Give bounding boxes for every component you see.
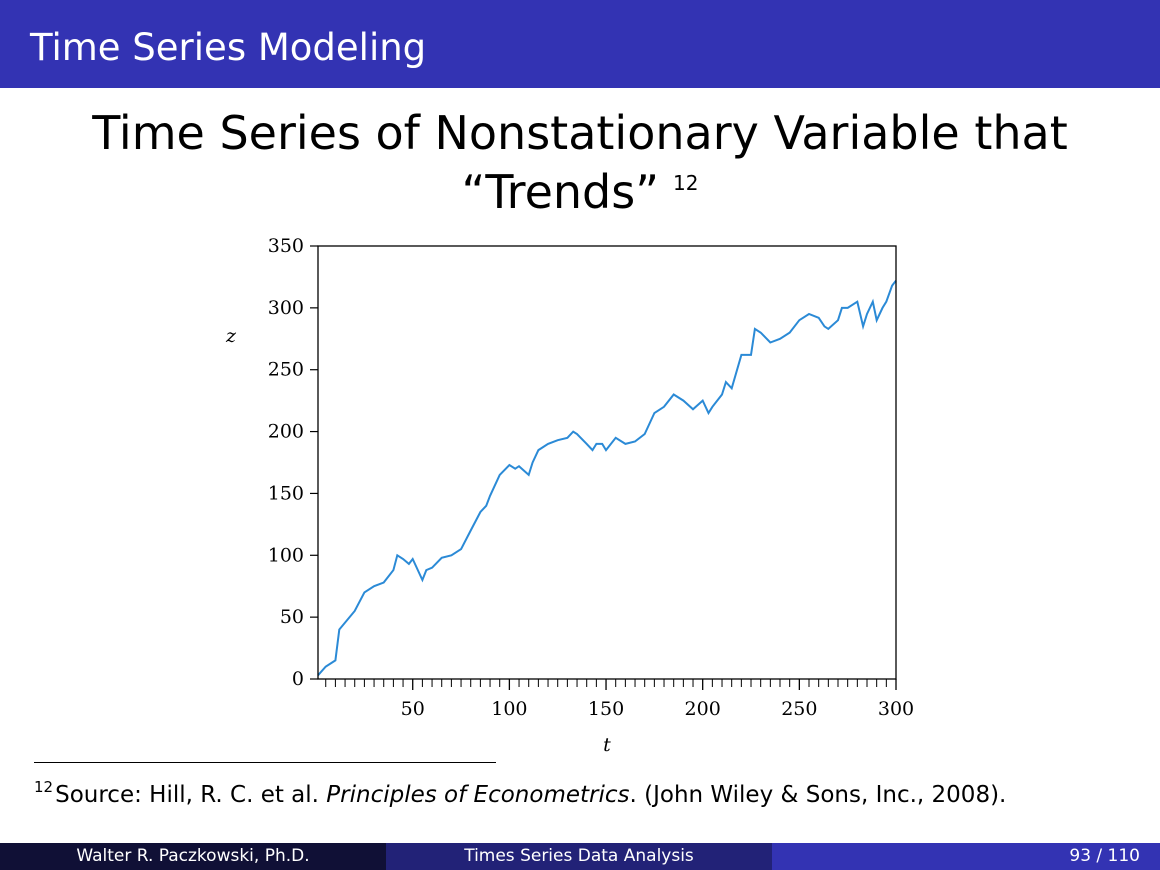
x-tick-label: 200 [685, 698, 721, 720]
section-title: Time Series Modeling [30, 26, 427, 69]
y-tick-label: 200 [268, 421, 304, 443]
y-tick-label: 300 [268, 297, 304, 319]
slide-title-line-2: “Trends” 12 [0, 158, 1160, 217]
footnote-mark: 12 [34, 778, 54, 796]
slide-title: Time Series of Nonstationary Variable th… [0, 108, 1160, 217]
x-tick-label: 300 [878, 698, 914, 720]
y-tick-label: 0 [292, 668, 304, 690]
x-axis-label: t [603, 734, 611, 756]
plot-frame [317, 245, 897, 680]
footnote-publisher: . (John Wiley & Sons, Inc., 2008). [629, 782, 1007, 808]
x-tick-label: 50 [401, 698, 425, 720]
footer-course: Times Series Data Analysis [386, 843, 772, 870]
y-tick-label: 150 [268, 482, 304, 504]
y-tick-label: 250 [268, 359, 304, 381]
footnote-reference: 12 [673, 171, 699, 195]
y-tick-label: 50 [280, 606, 304, 628]
footnote-book-title: Principles of Econometrics [326, 782, 630, 808]
y-axis-label: z [225, 325, 237, 347]
y-tick-label: 100 [268, 544, 304, 566]
series-line [317, 279, 897, 676]
footer-page-number: 93 / 110 [772, 843, 1160, 870]
y-tick-label: 350 [268, 235, 304, 257]
slide-title-trends: “Trends” [461, 165, 660, 219]
footnote-source: Source: Hill, R. C. et al. [55, 782, 327, 808]
footnote: 12Source: Hill, R. C. et al. Principles … [34, 770, 1134, 813]
footer-bar: Walter R. Paczkowski, Ph.D. Times Series… [0, 843, 1160, 870]
footnote-rule [34, 762, 496, 763]
slide-title-line-1: Time Series of Nonstationary Variable th… [92, 106, 1068, 160]
slide-header: Time Series Modeling [0, 0, 1160, 88]
x-tick-label: 250 [781, 698, 817, 720]
x-tick-label: 100 [491, 698, 527, 720]
footer-author: Walter R. Paczkowski, Ph.D. [0, 843, 386, 870]
x-tick-label: 150 [588, 698, 624, 720]
